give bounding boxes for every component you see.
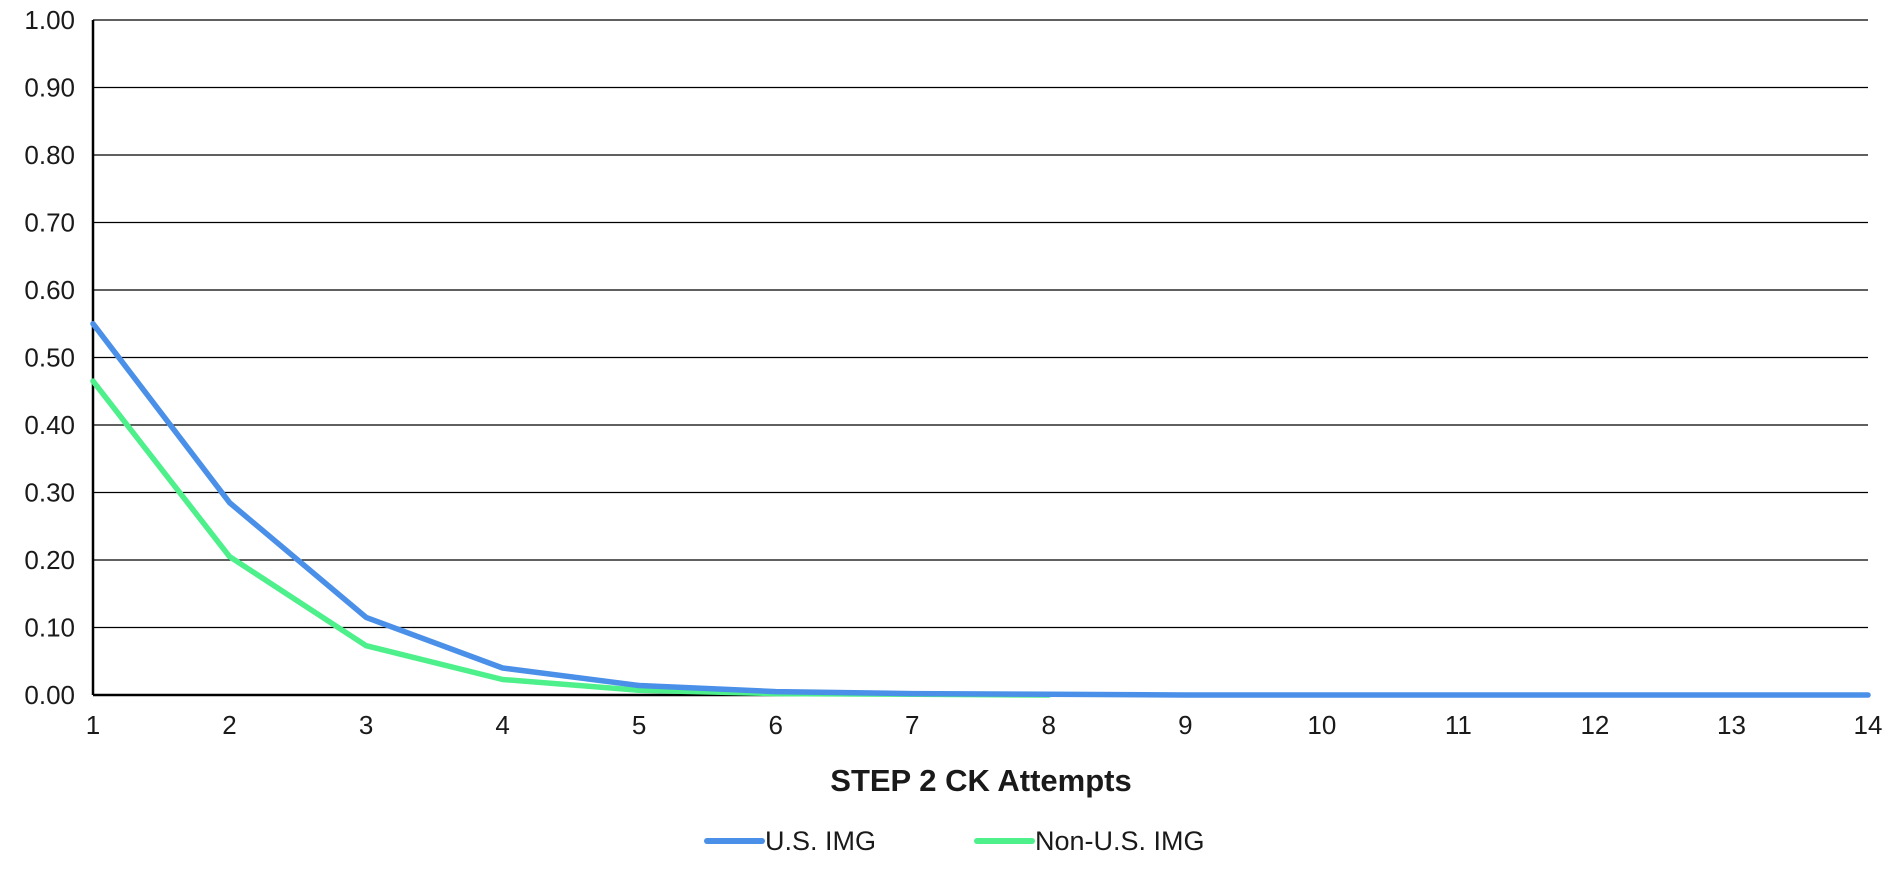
x-tick-label: 9: [1178, 710, 1192, 740]
x-tick-label: 14: [1854, 710, 1883, 740]
y-tick-label: 0.90: [24, 73, 75, 103]
y-tick-label: 0.50: [24, 343, 75, 373]
y-tick-label: 0.40: [24, 410, 75, 440]
y-tick-label: 0.20: [24, 545, 75, 575]
x-tick-label: 4: [495, 710, 509, 740]
x-tick-label: 8: [1042, 710, 1056, 740]
x-tick-label: 11: [1445, 710, 1472, 740]
series-line-non-us-img: [90, 378, 1052, 698]
legend-label: U.S. IMG: [765, 826, 876, 856]
y-tick-label: 0.30: [24, 478, 75, 508]
y-tick-label: 0.10: [24, 613, 75, 643]
x-tick-label: 10: [1307, 710, 1336, 740]
y-tick-label: 0.70: [24, 208, 75, 238]
legend: U.S. IMG Non-U.S. IMG: [704, 826, 1205, 856]
x-tick-label: 1: [86, 710, 100, 740]
y-tick-label: 1.00: [24, 5, 75, 35]
x-tick-label: 3: [359, 710, 373, 740]
legend-label: Non-U.S. IMG: [1035, 826, 1205, 856]
x-tick-label: 2: [222, 710, 236, 740]
x-tick-label: 6: [768, 710, 782, 740]
y-tick-label: 0.60: [24, 275, 75, 305]
x-tick-label: 7: [905, 710, 919, 740]
x-tick-label: 5: [632, 710, 646, 740]
y-tick-label: 0.00: [24, 680, 75, 710]
y-tick-labels: 0.00 0.10 0.20 0.30 0.40 0.50 0.60 0.70 0.80 0.90…: [24, 5, 75, 710]
series-line-us-img: [90, 320, 1871, 698]
x-tick-labels: 1 2 3 4 5 6 7 8 9 10 11 12 13 14: [86, 710, 1883, 740]
x-tick-label: 12: [1580, 710, 1609, 740]
gridlines: [93, 19, 1868, 629]
y-tick-label: 0.80: [24, 140, 75, 170]
x-axis-title: STEP 2 CK Attempts: [830, 763, 1131, 798]
series-lines: [90, 320, 1871, 698]
x-tick-label: 13: [1717, 710, 1746, 740]
